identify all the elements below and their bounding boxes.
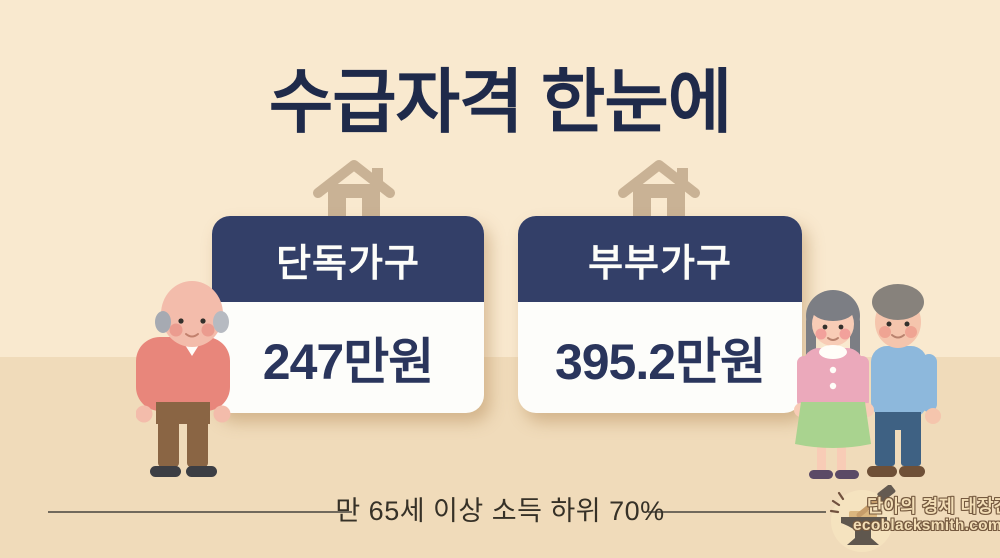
page-title: 수급자격 한눈에 <box>268 63 732 141</box>
house-icon <box>618 160 700 216</box>
eligibility-caption: 만 65세 이상 소득 하위 70% <box>335 496 665 526</box>
elderly-couple-illustration <box>794 284 941 479</box>
card-couple-household-label: 부부가구 <box>518 216 802 302</box>
card-couple-household: 부부가구 395.2만원 <box>518 216 802 413</box>
elderly-man-illustration <box>136 281 231 477</box>
watermark-name: 단아의 경제 대장간 <box>867 496 1000 516</box>
card-couple-household-value: 395.2만원 <box>554 333 766 390</box>
house-icon <box>313 160 395 216</box>
card-single-household: 단독가구 247만원 <box>212 216 484 413</box>
card-single-household-value: 247만원 <box>262 333 434 390</box>
card-single-household-label: 단독가구 <box>212 216 484 302</box>
anvil-hammer-icon <box>829 485 896 552</box>
watermark: 단아의 경제 대장간 ecoblacksmith.com <box>815 483 1000 553</box>
caption-divider-left <box>48 511 352 513</box>
watermark-site: ecoblacksmith.com <box>853 517 1000 534</box>
caption-divider-right <box>648 511 826 513</box>
